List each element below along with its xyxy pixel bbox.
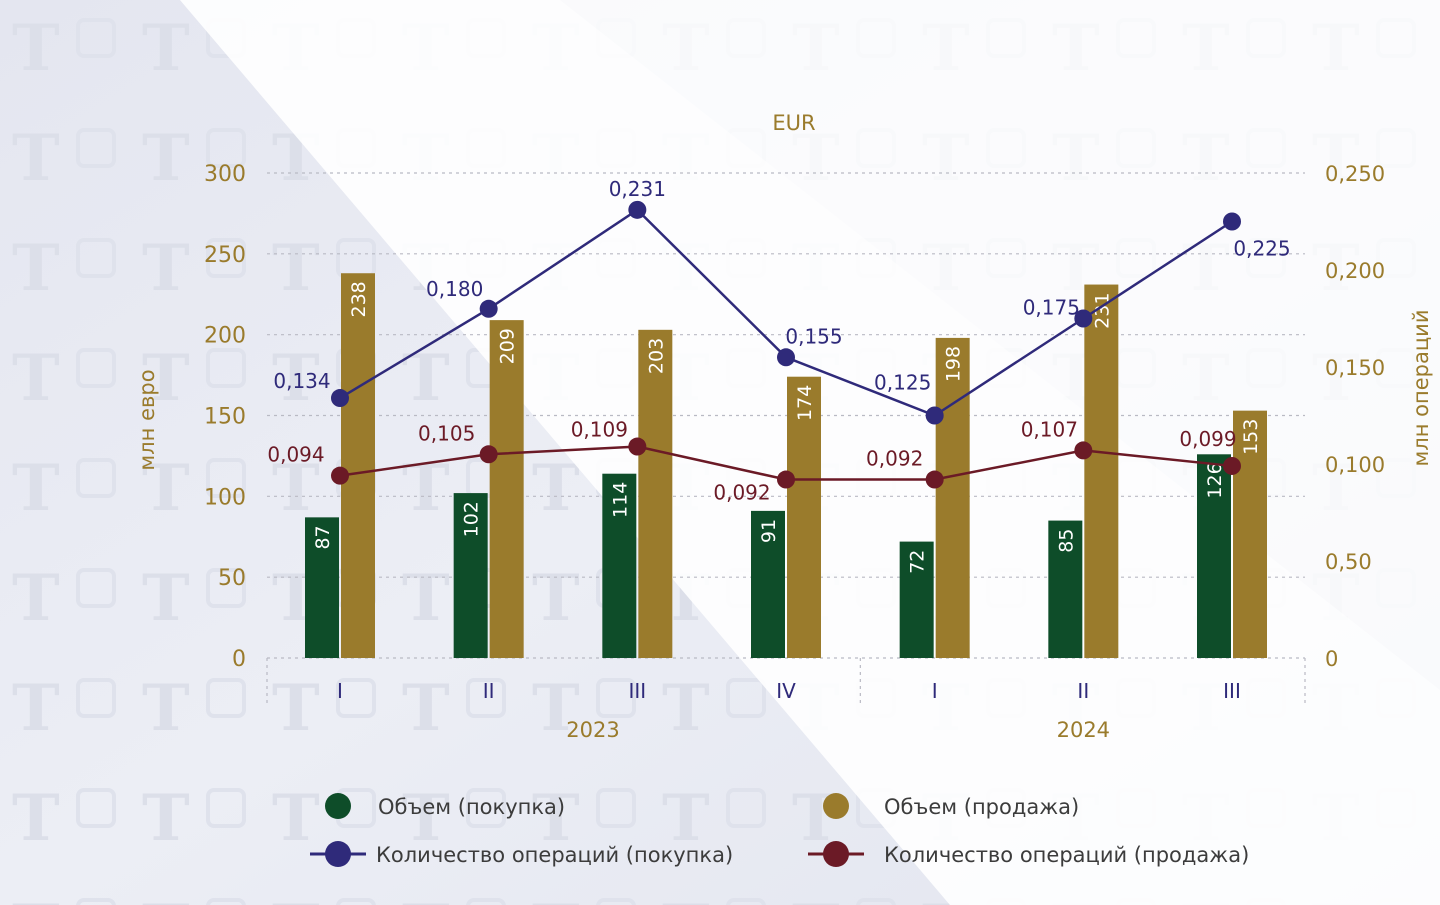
x-tick-label: II — [1077, 679, 1089, 703]
bar — [341, 273, 375, 658]
series-point — [777, 470, 795, 489]
y-tick-left: 150 — [204, 405, 246, 430]
y-axis-left: 0 50 100 150 200 250 300 — [204, 162, 246, 672]
series-point — [479, 299, 498, 318]
bar-label: 91 — [758, 519, 780, 543]
point-label: 0,107 — [1021, 417, 1078, 441]
point-label: 0,094 — [267, 443, 324, 467]
bar — [453, 493, 488, 658]
y-tick-right: 0,250 — [1325, 162, 1385, 186]
point-label: 0,155 — [785, 324, 842, 348]
y-tick-right: 0 — [1325, 647, 1338, 671]
bar — [638, 329, 673, 658]
series-point — [925, 470, 944, 489]
y-tick-left: 300 — [204, 162, 246, 187]
series-point — [1074, 309, 1093, 328]
legend-swatch — [823, 793, 849, 819]
point-label: 0,134 — [273, 369, 330, 393]
point-label: 0,175 — [1023, 296, 1080, 320]
bar — [1048, 520, 1083, 658]
bar-label: 102 — [461, 501, 483, 537]
legend-swatch — [325, 841, 351, 867]
point-label: 0,099 — [1179, 427, 1236, 451]
bar — [1233, 410, 1267, 658]
bar — [489, 320, 524, 658]
legend-label: Объем (покупка) — [378, 795, 565, 819]
chart-title: EUR — [772, 111, 815, 135]
series-point — [777, 348, 795, 367]
y-tick-right: 0,200 — [1325, 259, 1385, 283]
bar — [935, 337, 970, 658]
x-tick-label: II — [483, 679, 495, 703]
bar-label: 72 — [907, 550, 929, 574]
point-label: 0,225 — [1233, 237, 1290, 261]
bar-label: 153 — [1240, 419, 1262, 455]
bar — [899, 541, 934, 658]
y-tick-left: 250 — [204, 243, 246, 268]
series-point — [331, 389, 349, 408]
legend-swatch — [823, 841, 849, 867]
legend-label: Количество операций (продажа) — [884, 843, 1249, 867]
legend-label: Количество операций (покупка) — [376, 843, 733, 867]
bar — [602, 473, 637, 658]
x-tick-label: I — [932, 679, 938, 703]
y-tick-right: 0,100 — [1325, 453, 1385, 477]
series-point — [1223, 212, 1241, 231]
legend-label: Объем (продажа) — [884, 795, 1079, 819]
bar — [751, 510, 785, 658]
bar-label: 198 — [943, 346, 965, 382]
lines: 0,134 0,180 0,231 0,155 0,125 0,175 0,225 0,094… — [267, 177, 1290, 505]
bar-label: 85 — [1055, 529, 1077, 553]
y-tick-right: 0,150 — [1325, 356, 1385, 380]
y-axis-left-label: млн евро — [135, 369, 159, 470]
bar-label: 174 — [794, 385, 816, 421]
series-point — [1223, 456, 1241, 475]
bar-label: 238 — [348, 281, 370, 317]
point-label: 0,125 — [874, 371, 931, 395]
y-axis-right-label: млн операций — [1409, 310, 1433, 467]
bar-label: 126 — [1204, 462, 1226, 498]
gridlines — [267, 172, 1305, 659]
bar-label: 209 — [497, 328, 519, 364]
x-group-label: 2024 — [1057, 718, 1110, 742]
series-point — [628, 437, 647, 456]
bar — [787, 376, 821, 658]
point-label: 0,231 — [609, 177, 666, 201]
point-label: 0,180 — [426, 277, 483, 301]
bar-label: 87 — [312, 525, 334, 549]
x-tick-label: I — [337, 679, 343, 703]
x-tick-label: III — [628, 679, 646, 703]
point-label: 0,092 — [866, 447, 923, 471]
legend-swatch — [325, 793, 351, 819]
series-point — [925, 406, 944, 425]
y-axis-right: 0 0,50 0,100 0,150 0,200 0,250 — [1325, 162, 1385, 671]
series-point — [628, 200, 647, 219]
x-tick-label: III — [1223, 679, 1241, 703]
bar — [1084, 284, 1119, 658]
point-label: 0,109 — [571, 418, 628, 442]
legend: Объем (покупка) Объем (продажа) Количество… — [310, 793, 1249, 867]
y-tick-left: 50 — [218, 566, 246, 591]
series-point — [1074, 441, 1093, 460]
point-label: 0,105 — [418, 421, 475, 445]
bar — [305, 517, 339, 658]
point-label: 0,092 — [713, 481, 770, 505]
series-point — [479, 445, 498, 464]
y-tick-right: 0,50 — [1325, 550, 1372, 574]
bar-label: 114 — [609, 482, 631, 518]
x-group-label: 2023 — [566, 718, 619, 742]
bar — [1197, 454, 1231, 658]
bar-label: 203 — [645, 338, 667, 374]
series-point — [331, 466, 349, 485]
y-tick-left: 0 — [232, 647, 246, 672]
x-tick-label: IV — [776, 679, 796, 703]
y-tick-left: 200 — [204, 324, 246, 349]
y-tick-left: 100 — [204, 485, 246, 510]
